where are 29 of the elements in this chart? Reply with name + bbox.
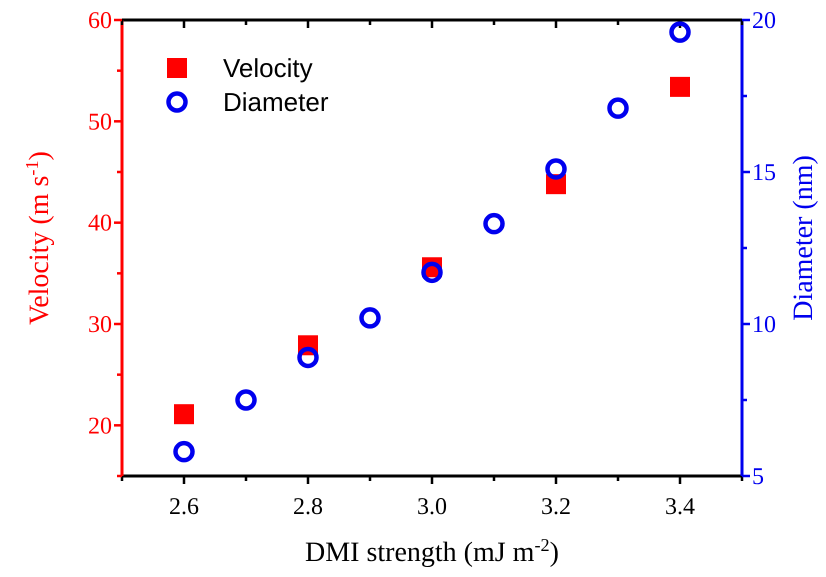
- x-tick-label: 3.0: [417, 494, 447, 520]
- point: [174, 404, 194, 424]
- y2-tick-label: 20: [752, 8, 776, 34]
- y2-tick-label: 5: [752, 464, 764, 490]
- y-tick-label: 60: [88, 8, 112, 34]
- point: [545, 158, 567, 180]
- y-tick-label: 30: [88, 312, 112, 338]
- x-tick-label: 3.2: [541, 494, 571, 520]
- point: [607, 97, 629, 119]
- x-tick-label: 2.6: [169, 494, 199, 520]
- y-tick-label: 50: [88, 109, 112, 136]
- y2-axis-title: Diameter (nm): [788, 155, 819, 321]
- y2-tick-label: 15: [752, 160, 776, 186]
- point: [235, 389, 257, 411]
- y-tick-label: 20: [88, 413, 112, 440]
- point: [297, 346, 319, 368]
- x-tick-label: 2.8: [293, 494, 323, 520]
- x-tick-label: 3.4: [665, 494, 695, 520]
- legend-label: Diameter: [223, 87, 329, 117]
- point: [483, 212, 505, 234]
- y-tick-label: 40: [88, 210, 112, 237]
- point: [359, 307, 381, 329]
- point: [173, 440, 195, 462]
- point: [670, 76, 690, 97]
- point: [669, 21, 691, 43]
- point: [421, 262, 443, 284]
- x-axis-title: DMI strength (mJ m$^{-2}$): [305, 535, 559, 568]
- legend-label: Velocity: [223, 53, 313, 83]
- y2-tick-label: 10: [752, 312, 776, 338]
